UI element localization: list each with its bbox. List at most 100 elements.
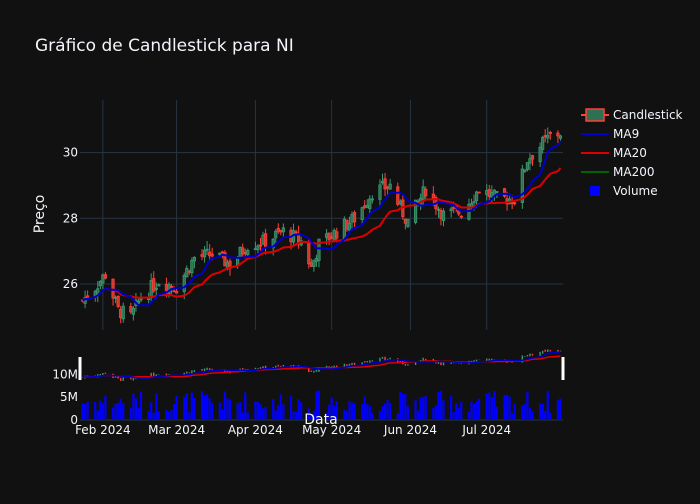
volume-bar	[401, 394, 404, 420]
volume-bar	[122, 403, 125, 420]
candle-body	[383, 178, 387, 190]
candle	[520, 164, 524, 209]
candle	[538, 142, 542, 167]
candle	[192, 256, 196, 269]
volume-bar	[328, 404, 331, 420]
candle-body	[169, 285, 174, 288]
candle	[548, 130, 552, 140]
volume-bar	[139, 391, 143, 420]
candle-body	[485, 190, 489, 195]
legend-item-ma9[interactable]: MA9	[581, 127, 639, 141]
volume-bar	[363, 396, 366, 420]
volume-bar	[83, 403, 87, 420]
volume-bar	[539, 403, 542, 420]
candle	[327, 232, 331, 246]
volume-bar	[378, 411, 382, 420]
candle	[223, 250, 227, 267]
candle-body	[558, 135, 563, 139]
volume-bar	[475, 401, 478, 420]
y-tick-labels: 26 28 30	[63, 146, 78, 291]
candle-body	[276, 227, 280, 232]
volume-bar	[256, 401, 260, 420]
slider-handle-right[interactable]	[561, 357, 565, 380]
candle-body	[113, 296, 118, 299]
candle-body	[332, 229, 336, 242]
volume-bar	[325, 412, 328, 420]
volume-bar	[350, 402, 354, 420]
legend-item-volume[interactable]: Volume	[590, 184, 658, 198]
volume-bar	[424, 395, 427, 420]
x-tick-labels: Feb 2024 Mar 2024 Apr 2024 May 2024 Jun 2024…	[75, 423, 511, 437]
volume-tick-label: 0	[70, 413, 78, 427]
y-tick-label: 26	[63, 277, 78, 291]
volume-bar	[330, 397, 333, 420]
candle-body	[111, 278, 115, 299]
candle	[368, 195, 372, 215]
legend-label: MA200	[613, 165, 654, 179]
range-slider[interactable]	[78, 349, 565, 381]
candle-body	[121, 305, 125, 320]
volume-bar	[111, 407, 115, 420]
candle	[388, 178, 392, 190]
candle-body	[403, 218, 407, 224]
candle-body	[307, 241, 311, 265]
volume-bar	[239, 402, 242, 420]
candle-body	[192, 256, 196, 262]
volume-bar	[261, 408, 265, 420]
candle-body	[116, 295, 120, 307]
candle-body	[274, 230, 278, 239]
moving-average-lines	[82, 141, 562, 307]
volume-bar	[264, 406, 267, 420]
candle	[101, 273, 105, 292]
volume-bar	[450, 396, 453, 420]
volume-bar	[434, 405, 437, 420]
candle	[523, 169, 527, 173]
slider-handle-left[interactable]	[78, 357, 82, 380]
legend-item-ma20[interactable]: MA20	[581, 146, 647, 160]
candle-body	[312, 259, 316, 267]
volume-bar	[94, 402, 97, 420]
legend-label: MA9	[613, 127, 639, 141]
candle	[449, 206, 453, 218]
volume-bar	[366, 404, 369, 420]
candle-body	[327, 232, 331, 241]
volume-bar	[206, 394, 209, 420]
candle	[424, 186, 428, 201]
volume-bar	[277, 405, 280, 420]
candle-body	[541, 136, 545, 150]
candle	[205, 241, 209, 256]
volume-bar	[193, 398, 196, 420]
volume-bar	[439, 390, 443, 420]
x-tick-label: Jul 2024	[461, 423, 511, 437]
legend[interactable]: Candlestick MA9 MA20 MA200 Volume	[581, 108, 683, 198]
volume-bar	[460, 402, 463, 420]
volume-bar	[343, 409, 346, 420]
candle-body	[528, 158, 532, 164]
volume-bar	[175, 395, 178, 420]
volume-bar	[511, 413, 514, 420]
volume-bar	[190, 392, 193, 420]
candle-body	[238, 246, 242, 258]
candle	[441, 208, 446, 227]
candle	[98, 279, 102, 290]
volume-bar	[274, 410, 277, 420]
volume-bar	[188, 412, 191, 420]
volume-bar	[312, 410, 315, 420]
candle-body	[271, 238, 275, 249]
candle	[528, 153, 532, 171]
volume-bar	[488, 392, 491, 420]
legend-item-ma200[interactable]: MA200	[581, 165, 654, 179]
volume-bar	[556, 400, 560, 420]
volume-bar	[414, 400, 417, 420]
candle-body	[556, 132, 560, 137]
volume-bar	[147, 411, 150, 420]
legend-item-candlestick[interactable]: Candlestick	[581, 108, 683, 122]
candle-body	[449, 208, 453, 212]
candle-body	[253, 248, 258, 251]
candle-body	[472, 201, 476, 204]
volume-bar	[167, 411, 171, 420]
candle-body	[530, 155, 535, 160]
candle-body	[347, 222, 352, 231]
